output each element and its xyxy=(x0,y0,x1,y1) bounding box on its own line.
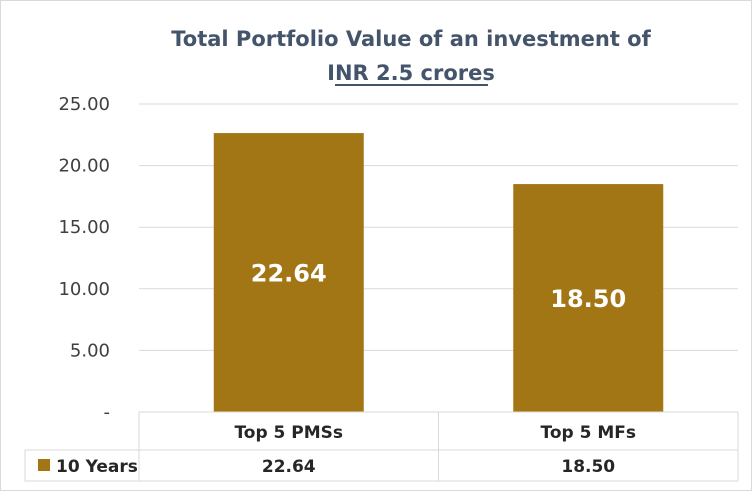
legend-label: 10 Years xyxy=(56,457,138,477)
y-tick-label: 20.00 xyxy=(58,156,110,177)
table-value: 18.50 xyxy=(561,457,615,477)
y-tick-label: 15.00 xyxy=(58,217,110,238)
legend-swatch xyxy=(38,459,50,471)
bars: 22.64 18.50 xyxy=(213,133,664,412)
y-axis-ticks: - 5.00 10.00 15.00 20.00 25.00 xyxy=(58,94,110,423)
table-value: 22.64 xyxy=(262,457,316,477)
y-tick-label: - xyxy=(104,402,111,423)
y-tick-label: 10.00 xyxy=(58,279,110,300)
y-tick-label: 5.00 xyxy=(70,340,110,361)
bar-data-label: 18.50 xyxy=(550,285,626,313)
chart-title: Total Portfolio Value of an investment o… xyxy=(171,27,651,51)
chart-subtitle: INR 2.5 crores xyxy=(327,61,495,85)
x-category-label: Top 5 MFs xyxy=(540,423,636,443)
data-table: Top 5 PMSs 22.64 Top 5 MFs 18.50 10 Years xyxy=(24,411,739,482)
y-tick-label: 25.00 xyxy=(58,94,110,115)
x-category-label: Top 5 PMSs xyxy=(234,423,343,443)
bar xyxy=(513,184,664,412)
bar-data-label: 22.64 xyxy=(251,260,327,288)
bar xyxy=(213,133,364,412)
